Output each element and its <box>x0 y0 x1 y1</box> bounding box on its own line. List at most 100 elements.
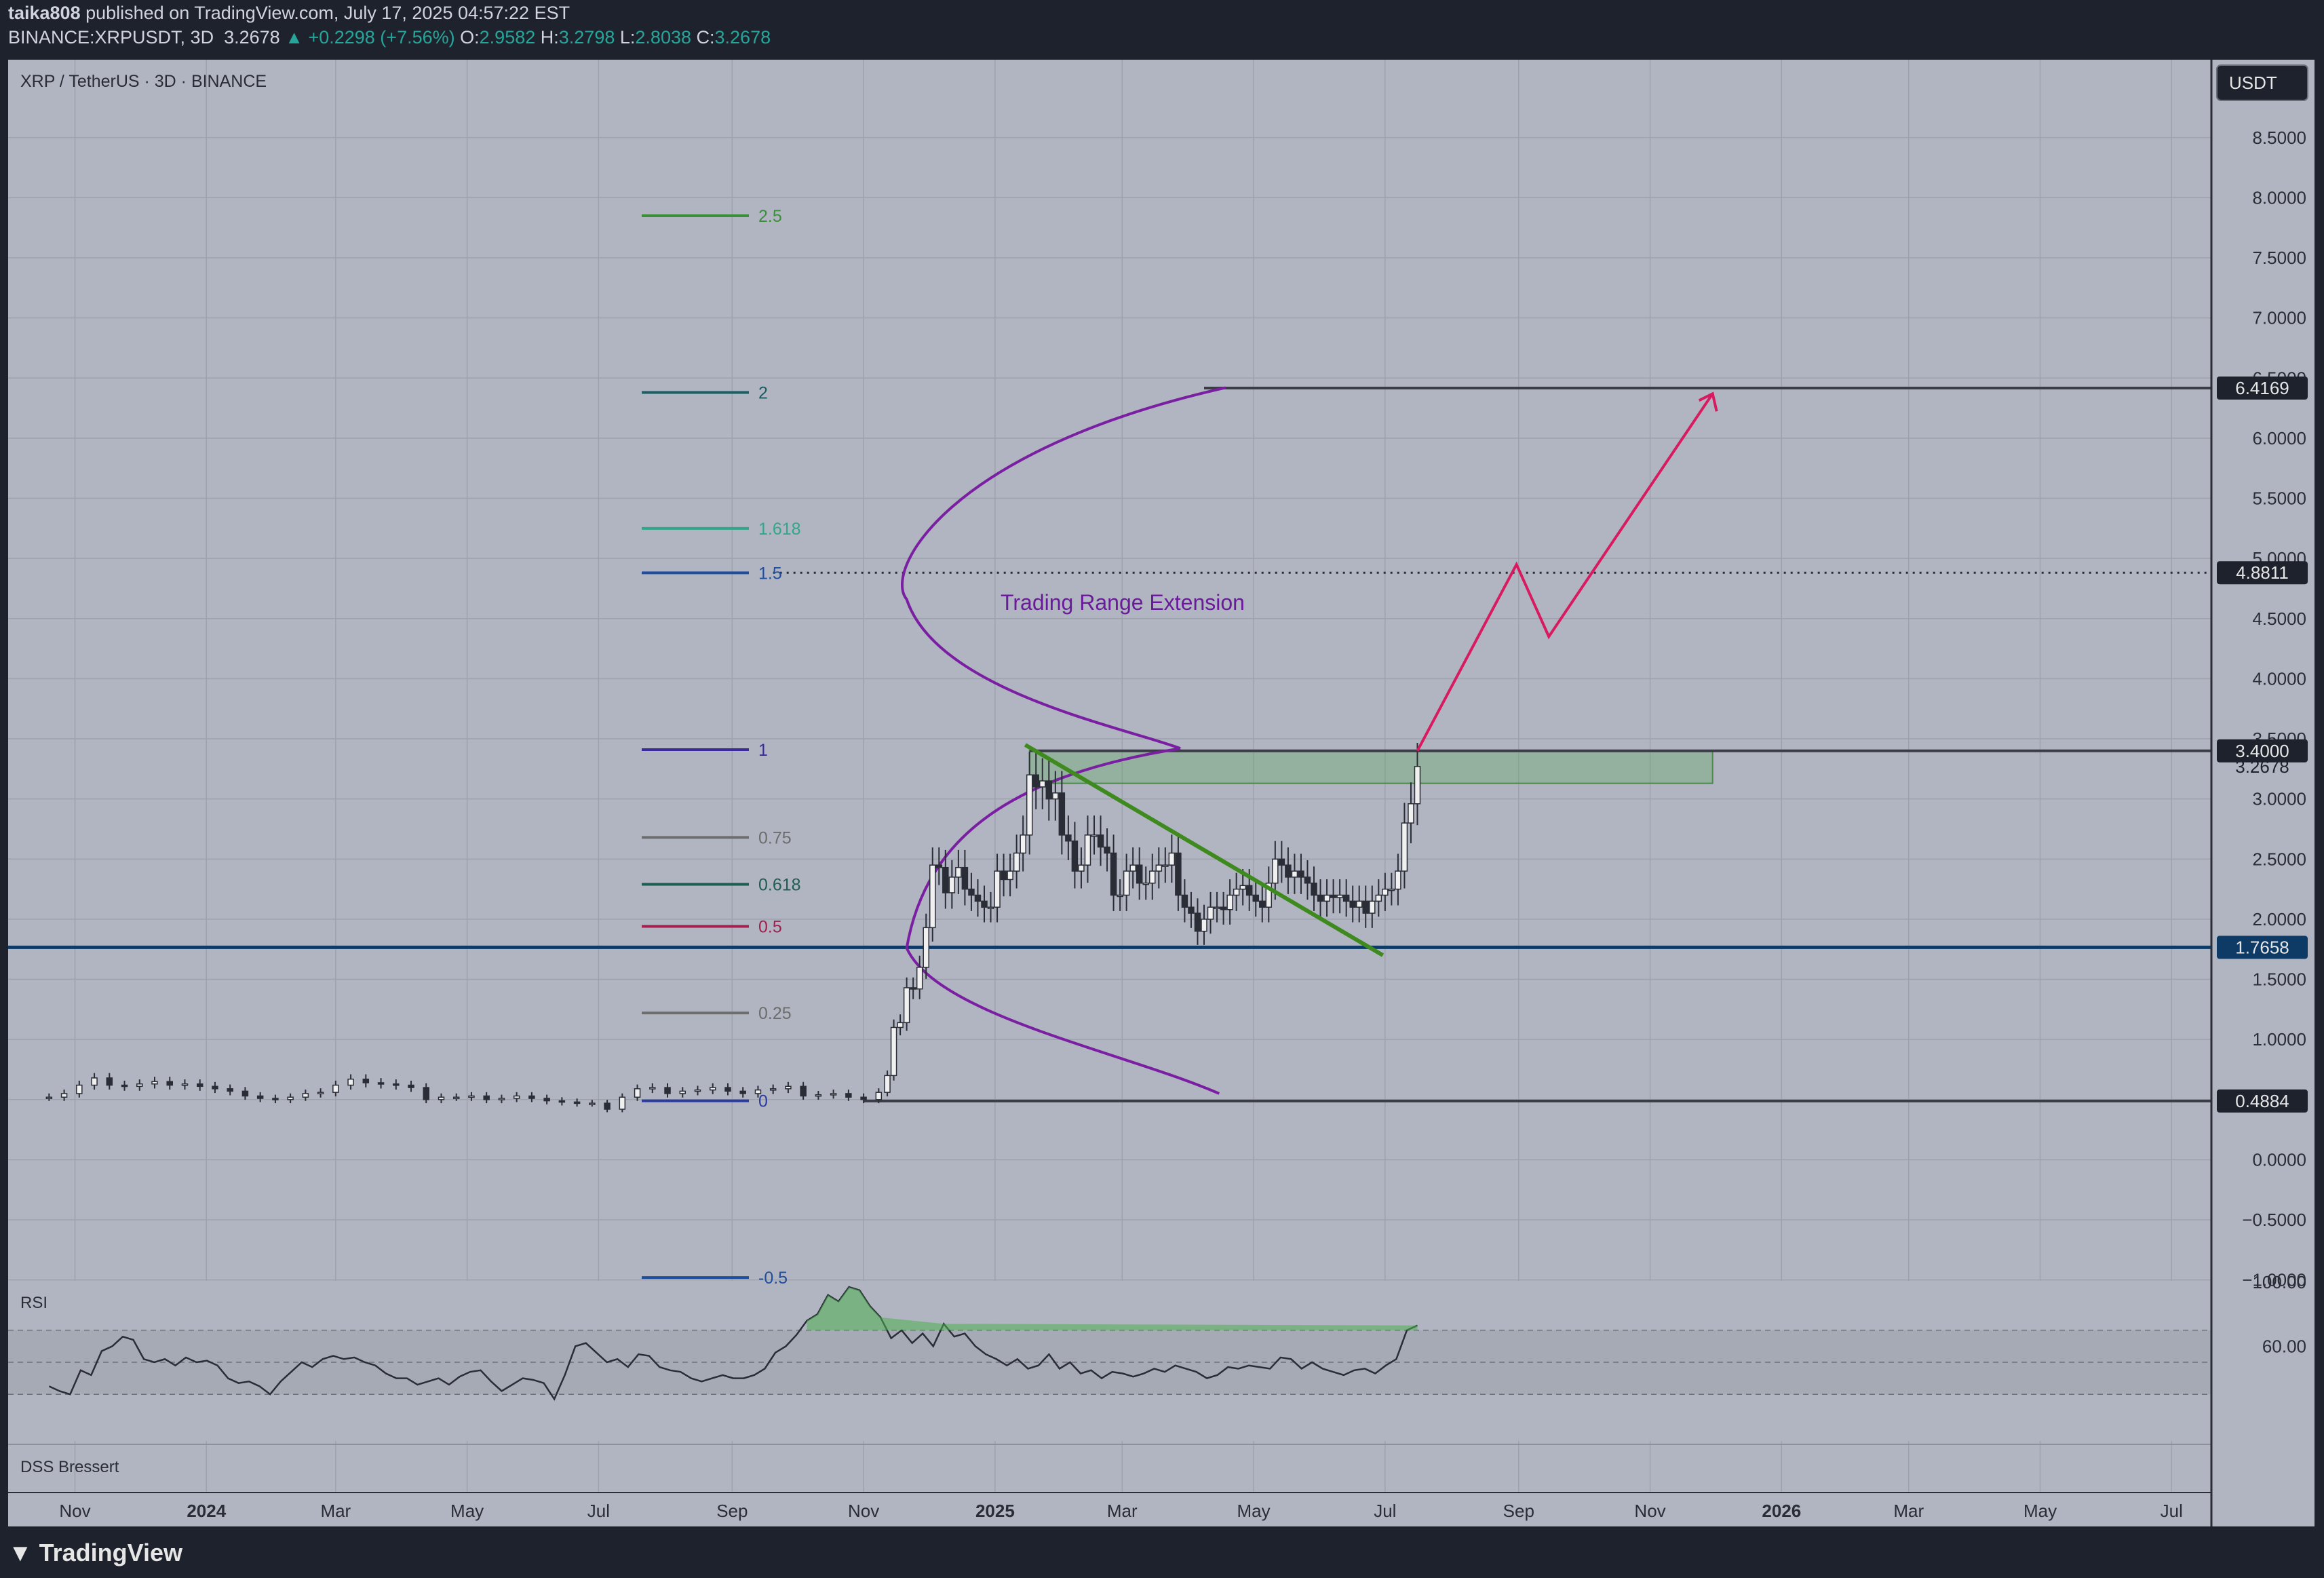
candle-body <box>1091 834 1098 837</box>
y-tick-label: 4.5000 <box>2252 609 2306 629</box>
price-label-box <box>2217 1089 2308 1113</box>
x-tick-label: Mar <box>1107 1501 1138 1521</box>
candle-body <box>1065 834 1072 842</box>
candle-body <box>1362 900 1369 914</box>
demand-zone <box>1028 750 1713 784</box>
tradingview-logo-icon: ▼ <box>8 1539 33 1566</box>
price-label-text: 6.4169 <box>2235 378 2289 398</box>
x-tick-label: May <box>2023 1501 2057 1521</box>
descending-trendline[interactable] <box>1024 743 1384 957</box>
candle-body <box>1136 864 1143 884</box>
fib-level-label: 0.618 <box>758 876 801 895</box>
candle-body <box>377 1082 385 1085</box>
candle-body <box>196 1083 204 1088</box>
candle-body <box>1207 906 1214 920</box>
y-tick-label: −1.0000 <box>2242 1270 2306 1290</box>
candle-body <box>317 1092 324 1094</box>
rsi-band <box>8 1330 2211 1395</box>
candle-body <box>1278 858 1285 866</box>
price-label-box <box>2217 377 2308 400</box>
open-label: O: <box>460 27 480 47</box>
candle-body <box>1342 894 1350 902</box>
rsi-tick-label: 100.00 <box>2252 1272 2306 1292</box>
x-tick-label: Nov <box>59 1501 90 1521</box>
fib-level-label: 0.75 <box>758 828 792 847</box>
symbol-info[interactable]: BINANCE:XRPUSDT, 3D <box>8 27 214 47</box>
y-tick-label: 2.5000 <box>2252 849 2306 869</box>
candle-body <box>968 888 975 896</box>
candle-body <box>60 1093 68 1098</box>
candle-body <box>1000 870 1007 881</box>
high-value: 3.2798 <box>558 27 615 47</box>
candle-body <box>287 1096 294 1100</box>
x-tick-label: Nov <box>1634 1501 1665 1521</box>
candle-body <box>890 1026 897 1077</box>
candle-body <box>558 1100 566 1103</box>
candle-body <box>619 1096 626 1110</box>
projection-arrowhead[interactable] <box>1698 391 1718 412</box>
candle-body <box>136 1083 143 1088</box>
candle-body <box>1097 834 1104 848</box>
currency-button[interactable]: USDT <box>2216 64 2308 101</box>
candle-body <box>1304 877 1311 884</box>
candle-body <box>754 1089 762 1094</box>
candle-body <box>1104 846 1110 854</box>
fib-levels: 2.5 2 1.618 1.5 1 0.75 0.618 0.5 0.25 0 -0.5 <box>642 207 801 1288</box>
x-tick-label: Jul <box>2161 1501 2183 1521</box>
candle-body <box>1123 870 1130 896</box>
candle-body <box>543 1098 550 1102</box>
candle-body <box>1369 900 1376 914</box>
footer-brand[interactable]: ▼ TradingView <box>8 1539 182 1567</box>
candle-body <box>1032 774 1039 788</box>
candle-body <box>923 927 929 968</box>
candle-body <box>994 870 1001 908</box>
candle-body <box>649 1087 656 1090</box>
projection-path[interactable] <box>1416 393 1714 752</box>
candle-body <box>589 1102 596 1105</box>
y-tick-label: 8.0000 <box>2252 187 2306 208</box>
fib-extension-arc-upper[interactable] <box>901 386 1226 750</box>
y-tick-label: 0.0000 <box>2252 1149 2306 1170</box>
x-tick-label: May <box>1237 1501 1271 1521</box>
candle-body <box>1162 864 1169 867</box>
rsi-path <box>48 1286 1418 1401</box>
time-axis[interactable]: Nov 2024 Mar May Jul Sep Nov 2025 Mar May Jul Sep No… <box>59 1501 2183 1521</box>
candle-body <box>1142 882 1149 885</box>
projection[interactable] <box>1416 391 1718 752</box>
candle-body <box>1168 852 1176 866</box>
candle-body <box>1052 792 1059 800</box>
candle-body <box>916 967 923 990</box>
candle-body <box>1155 864 1163 872</box>
candle-body <box>694 1089 701 1092</box>
candle-body <box>1117 894 1123 898</box>
x-tick-label: 2024 <box>187 1501 226 1521</box>
fib-level-label: 2.5 <box>758 207 782 226</box>
y-tick-label: −0.5000 <box>2242 1210 2306 1230</box>
grid <box>8 60 2211 1493</box>
y-tick-label: 6.0000 <box>2252 428 2306 448</box>
x-tick-label: 2026 <box>1762 1501 1801 1521</box>
candle-body <box>1317 894 1324 902</box>
demand-zone-rect[interactable] <box>1028 750 1713 784</box>
chart-title: XRP / TetherUS · 3D · BINANCE <box>20 72 267 91</box>
brand-name: TradingView <box>39 1539 183 1566</box>
candle-body <box>884 1075 891 1093</box>
fib-level-label: 2 <box>758 384 768 403</box>
candle-body <box>1239 885 1246 890</box>
candle-body <box>1226 894 1233 910</box>
x-tick-label: May <box>450 1501 484 1521</box>
trendline[interactable] <box>1024 743 1384 957</box>
candle-body <box>1291 870 1298 878</box>
publisher-line: taika808 published on TradingView.com, J… <box>8 3 570 24</box>
candle-body <box>1265 882 1273 908</box>
candle-body <box>1181 894 1188 908</box>
candle-body <box>121 1084 128 1088</box>
fib-level-label: 0 <box>758 1092 768 1111</box>
candle-body <box>362 1078 370 1083</box>
rsi-tick-label: 60.00 <box>2262 1336 2306 1356</box>
candle-body <box>1388 888 1395 891</box>
author[interactable]: taika808 <box>8 3 81 23</box>
candle-body <box>573 1101 581 1104</box>
candle-body <box>800 1085 807 1097</box>
